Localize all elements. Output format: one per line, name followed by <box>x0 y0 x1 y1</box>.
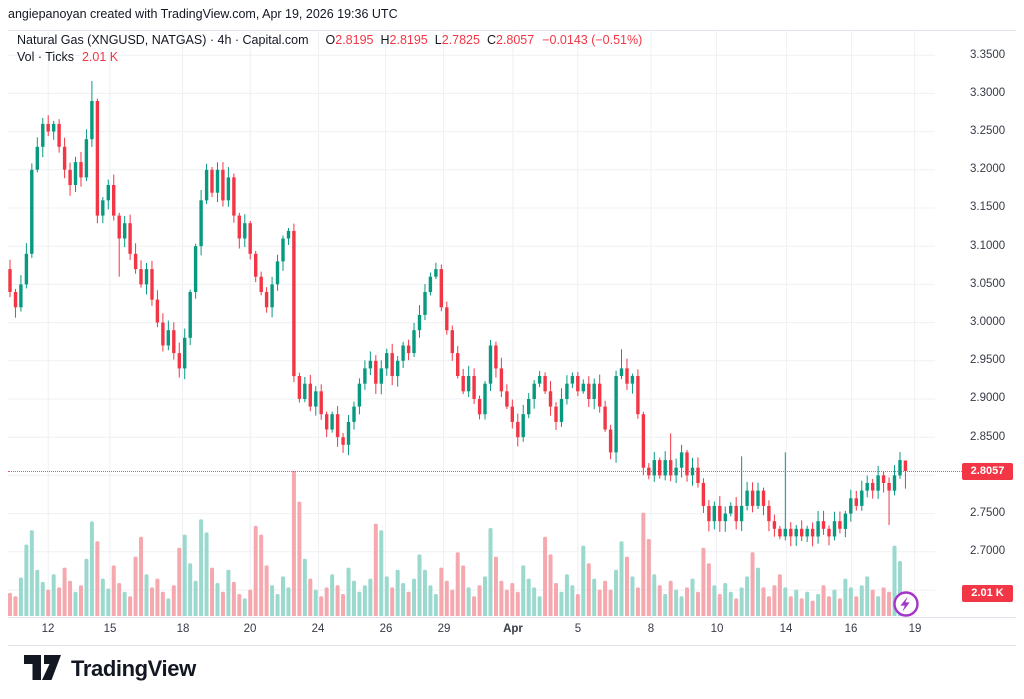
close-label: C <box>486 33 496 47</box>
volume-indicator-label[interactable]: Vol · Ticks <box>17 50 74 64</box>
tradingview-brand-text: TradingView <box>71 655 196 681</box>
price-tick-label: 3.1000 <box>970 240 1006 252</box>
chart-bottom-border <box>8 645 1016 646</box>
price-tick-label: 2.7500 <box>970 507 1006 519</box>
price-tick-label: 3.3500 <box>970 49 1006 61</box>
time-tick-label: 29 <box>437 623 451 635</box>
time-tick-label: 19 <box>908 623 922 635</box>
time-tick-label: 12 <box>41 623 55 635</box>
price-tick-label: 3.0000 <box>970 316 1006 328</box>
time-tick-label: 26 <box>379 623 393 635</box>
price-tick-label: 2.8500 <box>970 431 1006 443</box>
time-axis-line <box>8 617 1016 618</box>
candles <box>8 81 908 547</box>
price-change: −0.0143 (−0.51%) <box>542 33 643 47</box>
time-tick-label: Apr <box>503 623 523 635</box>
price-tick-label: 2.7000 <box>970 545 1006 557</box>
volume-value: 2.01 K <box>81 50 119 64</box>
tradingview-logo-icon <box>24 655 61 680</box>
price-tick-label: 3.2000 <box>970 163 1006 175</box>
time-tick-label: 16 <box>844 623 858 635</box>
time-tick-label: 14 <box>779 623 793 635</box>
time-tick-label: 15 <box>103 623 117 635</box>
price-tick-label: 2.9500 <box>970 354 1006 366</box>
last-price-badge: 2.8057 <box>962 463 1013 480</box>
time-tick-label: 20 <box>243 623 257 635</box>
price-tick-label: 3.1500 <box>970 201 1006 213</box>
open-label: O <box>325 33 336 47</box>
last-price-line <box>8 471 962 472</box>
price-tick-label: 2.9000 <box>970 392 1006 404</box>
price-tick-label: 3.2500 <box>970 125 1006 137</box>
chart-top-border <box>8 30 1016 31</box>
footer-brand[interactable]: TradingView <box>24 655 196 682</box>
volume-bars <box>8 470 908 616</box>
open-value: 2.8195 <box>335 33 374 47</box>
close-value: 2.8057 <box>495 33 535 47</box>
low-value: 2.7825 <box>441 33 480 47</box>
time-tick-label: 24 <box>311 623 325 635</box>
high-label: H <box>380 33 390 47</box>
low-label: L <box>434 33 442 47</box>
time-tick-label: 5 <box>574 623 582 635</box>
high-value: 2.8195 <box>389 33 428 47</box>
legend-main-row: Natural Gas (XNGUSD, NATGAS) · 4h · Capi… <box>17 32 642 49</box>
flash-boost-button[interactable] <box>890 588 922 620</box>
symbol-title[interactable]: Natural Gas (XNGUSD, NATGAS) · 4h · Capi… <box>17 33 309 47</box>
legend: Natural Gas (XNGUSD, NATGAS) · 4h · Capi… <box>17 32 642 66</box>
lightning-bolt-icon <box>900 596 910 612</box>
price-tick-label: 3.0500 <box>970 278 1006 290</box>
time-tick-label: 10 <box>710 623 724 635</box>
price-tick-label: 3.3000 <box>970 87 1006 99</box>
volume-badge: 2.01 K <box>962 585 1013 602</box>
time-tick-label: 18 <box>176 623 190 635</box>
legend-volume-row: Vol · Ticks 2.01 K <box>17 49 642 66</box>
time-tick-label: 8 <box>647 623 655 635</box>
attribution-text: angiepanoyan created with TradingView.co… <box>8 7 398 21</box>
